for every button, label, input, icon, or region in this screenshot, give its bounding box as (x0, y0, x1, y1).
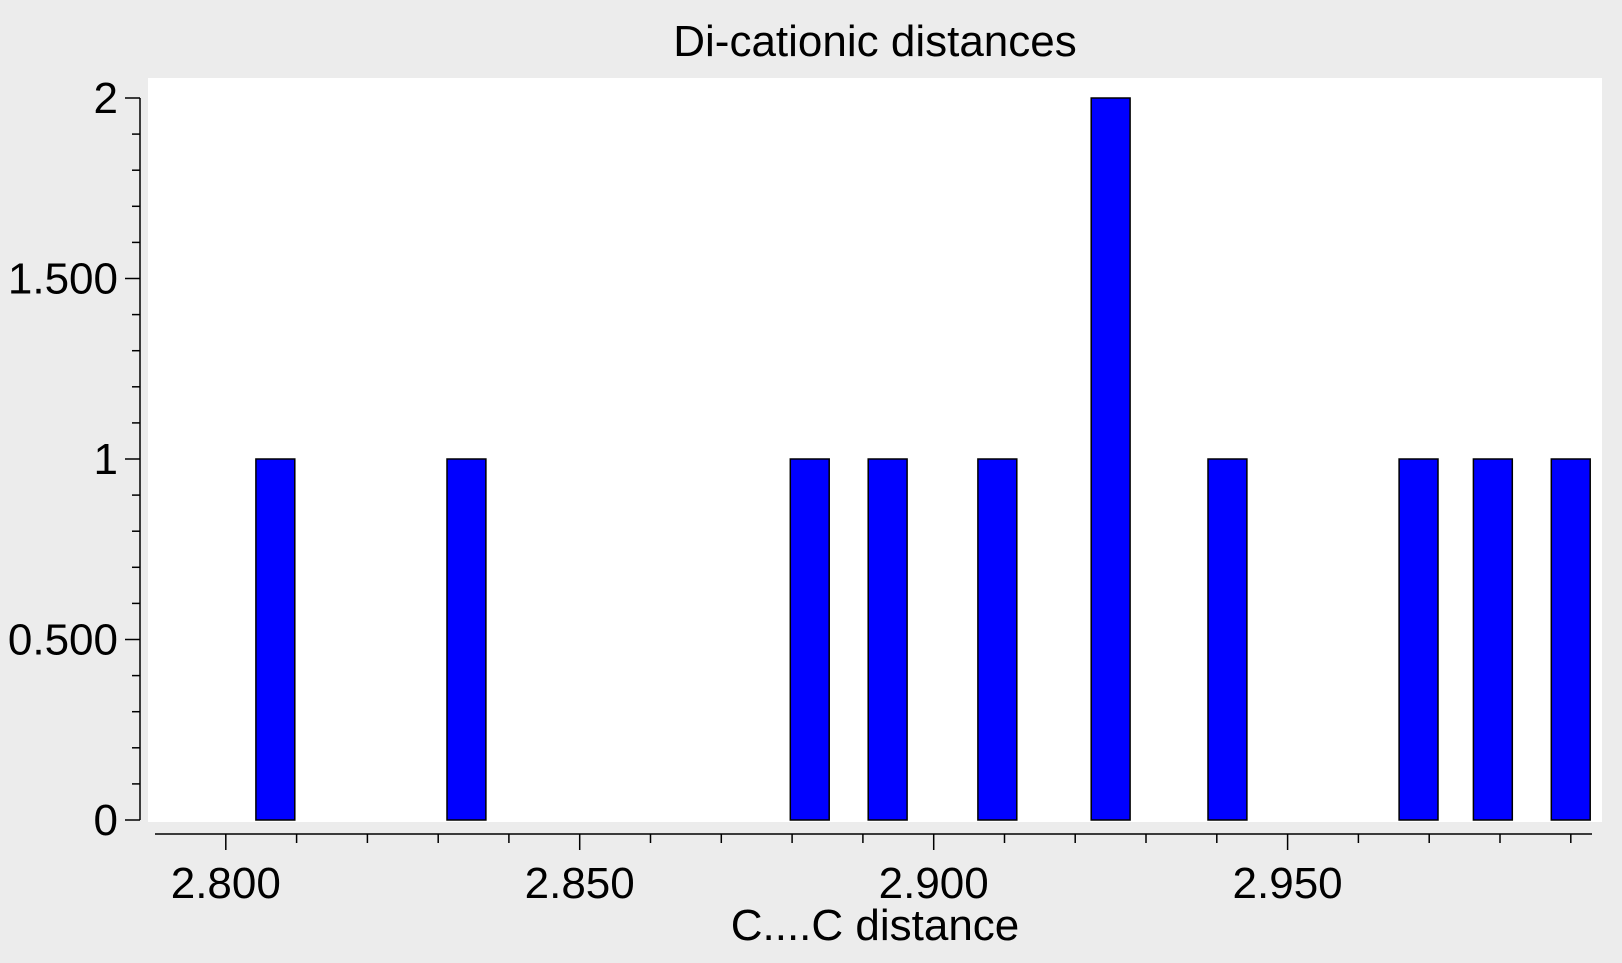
bar (1472, 458, 1514, 821)
x-axis: 2.800 2.850 2.900 2.950 (155, 833, 1592, 908)
x-tick-label: 2.850 (525, 859, 635, 908)
bar (446, 458, 487, 821)
bars-group (255, 97, 1591, 821)
x-tick-label: 2.800 (171, 859, 281, 908)
bar (867, 458, 908, 821)
bar (1550, 458, 1591, 821)
x-tick-label: 2.950 (1233, 859, 1343, 908)
bar (1398, 458, 1439, 821)
y-tick-label: 1 (94, 435, 118, 484)
y-axis: 0 0.500 1 1.500 2 (8, 74, 141, 845)
y-tick-label: 2 (94, 74, 118, 123)
chart-title: Di-cationic distances (673, 17, 1077, 66)
x-axis-label: C....C distance (731, 901, 1020, 950)
bar (1207, 458, 1248, 821)
bar (255, 458, 296, 821)
y-tick-label: 1.500 (8, 255, 118, 304)
x-tick-label: 2.900 (879, 859, 989, 908)
bar (789, 458, 830, 821)
y-tick-label: 0 (94, 796, 118, 845)
bar (1090, 97, 1131, 821)
bar (977, 458, 1018, 821)
y-tick-label: 0.500 (8, 616, 118, 665)
